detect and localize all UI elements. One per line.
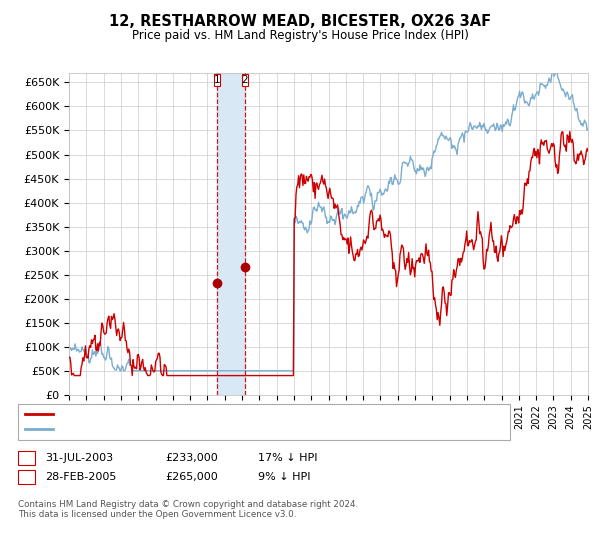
Text: Contains HM Land Registry data © Crown copyright and database right 2024.
This d: Contains HM Land Registry data © Crown c… xyxy=(18,500,358,519)
Bar xyxy=(217,73,245,395)
Text: HPI: Average price, detached house, Cherwell: HPI: Average price, detached house, Cher… xyxy=(58,424,307,434)
Bar xyxy=(214,74,220,86)
Text: 17% ↓ HPI: 17% ↓ HPI xyxy=(258,453,317,463)
Text: 12, RESTHARROW MEAD, BICESTER, OX26 3AF: 12, RESTHARROW MEAD, BICESTER, OX26 3AF xyxy=(109,14,491,29)
Text: £265,000: £265,000 xyxy=(165,472,218,482)
Text: Price paid vs. HM Land Registry's House Price Index (HPI): Price paid vs. HM Land Registry's House … xyxy=(131,29,469,42)
Bar xyxy=(242,74,248,86)
Text: 31-JUL-2003: 31-JUL-2003 xyxy=(45,453,113,463)
Text: 2: 2 xyxy=(23,472,30,482)
Text: 9% ↓ HPI: 9% ↓ HPI xyxy=(258,472,311,482)
Text: 1: 1 xyxy=(23,453,30,463)
Text: £233,000: £233,000 xyxy=(165,453,218,463)
Text: 28-FEB-2005: 28-FEB-2005 xyxy=(45,472,116,482)
Text: 2: 2 xyxy=(242,75,248,85)
Text: 12, RESTHARROW MEAD, BICESTER, OX26 3AF (detached house): 12, RESTHARROW MEAD, BICESTER, OX26 3AF … xyxy=(58,409,412,419)
Text: 1: 1 xyxy=(214,75,221,85)
